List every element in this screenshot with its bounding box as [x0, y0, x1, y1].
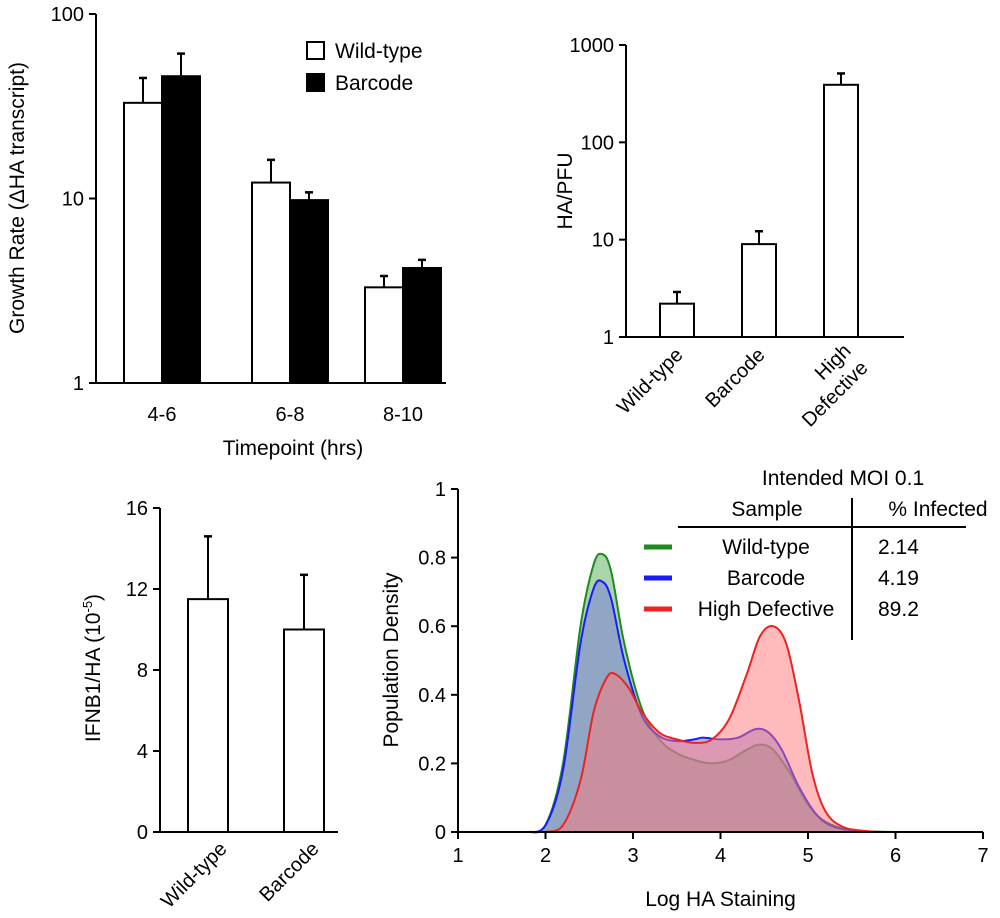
panel-c-x-tick-label: Barcode: [255, 838, 323, 906]
panel-a-x-label: Timepoint (hrs): [223, 437, 363, 460]
panel-d-y-label: Population Density: [380, 572, 403, 748]
panel-d-y-tick-label: 0.8: [418, 548, 446, 570]
panel-d-density-line: [545, 624, 896, 833]
panel-d-y-tick-label: 0.6: [418, 616, 446, 638]
inset-table-header-sample: Sample: [731, 498, 802, 521]
panel-c: 0 4 8 12 16 Wild-type Barcode IFNB1/HA (10-5): [80, 498, 338, 912]
panel-b-y-tick-label: 10: [592, 230, 614, 252]
panel-b-y-label: HA/PFU: [554, 152, 577, 229]
panel-d-y-tick-label: 0: [435, 822, 446, 844]
panel-a-x-tick-label: 8-10: [383, 404, 423, 426]
panel-d: 0 0.2 0.4 0.6 0.8 1 1 2 3 4 5 6 7 Log HA Staining Popu…: [380, 467, 989, 911]
panel-a-bar: [364, 286, 404, 384]
panel-a-legend-label: Barcode: [335, 72, 413, 95]
panel-b-x-tick-label: HighDefective: [781, 340, 872, 431]
inset-table-header-infected: % Infected: [888, 498, 987, 521]
inset-table-title: Intended MOI 0.1: [762, 467, 924, 490]
panel-d-y-tick-label: 0.4: [418, 685, 446, 707]
panel-a-x-tick-label: 6-8: [276, 404, 305, 426]
inset-table-sample: Barcode: [727, 567, 805, 590]
inset-table-sample: High Defective: [698, 598, 835, 621]
panel-a-bar: [402, 267, 442, 384]
panel-a-x-tick-label: 4-6: [148, 404, 177, 426]
panel-a-y-tick-label: 100: [51, 4, 84, 26]
panel-a-y-label: Growth Rate (ΔHA transcript): [6, 62, 29, 334]
panel-b-x-tick-label: Barcode: [701, 344, 769, 412]
panel-b-bar: [659, 302, 695, 339]
panel-d-x-label: Log HA Staining: [645, 888, 796, 911]
panel-d-x-tick-label: 4: [715, 845, 726, 867]
panel-c-y-label-sup: -5: [80, 601, 95, 613]
panel-c-y-tick-label: 4: [137, 741, 148, 763]
panel-a-legend-label: Wild-type: [335, 40, 423, 63]
panel-d-y-tick-label: 1: [435, 479, 446, 501]
inset-table-infected: 89.2: [878, 598, 919, 621]
panel-b-x-tick-label: Wild-type: [613, 344, 688, 419]
panel-a-bar: [289, 199, 329, 384]
panel-a-y-tick-label: 1: [73, 373, 84, 395]
panel-d-x-tick-label: 3: [627, 845, 638, 867]
panel-b-y-tick-label: 1000: [570, 35, 615, 57]
panel-d-x-tick-label: 5: [802, 845, 813, 867]
panel-a-bar: [123, 101, 163, 385]
panel-a-bar: [251, 181, 291, 384]
panel-d-y-tick-label: 0.2: [418, 753, 446, 775]
panel-d-x-tick-label: 6: [890, 845, 901, 867]
panel-d-inset-table: Intended MOI 0.1 Sample % Infected Wild-typ…: [644, 467, 988, 640]
inset-table-infected: 2.14: [878, 536, 919, 559]
panel-d-x-tick-label: 2: [540, 845, 551, 867]
panel-c-y-tick-label: 8: [137, 660, 148, 682]
inset-table-sample: Wild-type: [722, 536, 810, 559]
panel-a-y-tick-label: 10: [62, 189, 84, 211]
panel-c-y-label-end: ): [82, 594, 105, 601]
panel-a-legend-swatch: [306, 73, 325, 92]
panel-d-x-tick-label: 7: [977, 845, 988, 867]
panel-c-y-label: IFNB1/HA (10-5): [80, 594, 105, 742]
panel-a: 1 10 100 4-6 6-8 8-10 Timepoint (hrs) Growth Ra…: [6, 4, 446, 460]
panel-c-x-tick-label: Wild-type: [157, 838, 232, 913]
panel-b-bar: [741, 243, 777, 338]
panel-d-x-tick-label: 1: [452, 845, 463, 867]
panel-c-y-tick-label: 0: [137, 822, 148, 844]
panel-d-density-area: [545, 625, 896, 832]
panel-c-bar: [187, 598, 229, 833]
panel-b: 1 10 100 1000 Wild-type Barcode HighDefective H…: [554, 35, 904, 431]
panel-b-y-tick-label: 1: [603, 327, 614, 349]
panel-a-legend-swatch: [306, 41, 325, 60]
panel-b-bar: [823, 83, 859, 339]
panel-c-bar: [283, 628, 325, 833]
panel-a-bar: [161, 75, 201, 384]
panel-c-y-tick-label: 16: [126, 498, 148, 520]
panel-c-y-label-main: IFNB1/HA (10: [82, 613, 105, 743]
panel-b-y-tick-label: 100: [581, 132, 614, 154]
panel-c-y-tick-label: 12: [126, 579, 148, 601]
inset-table-infected: 4.19: [878, 567, 919, 590]
